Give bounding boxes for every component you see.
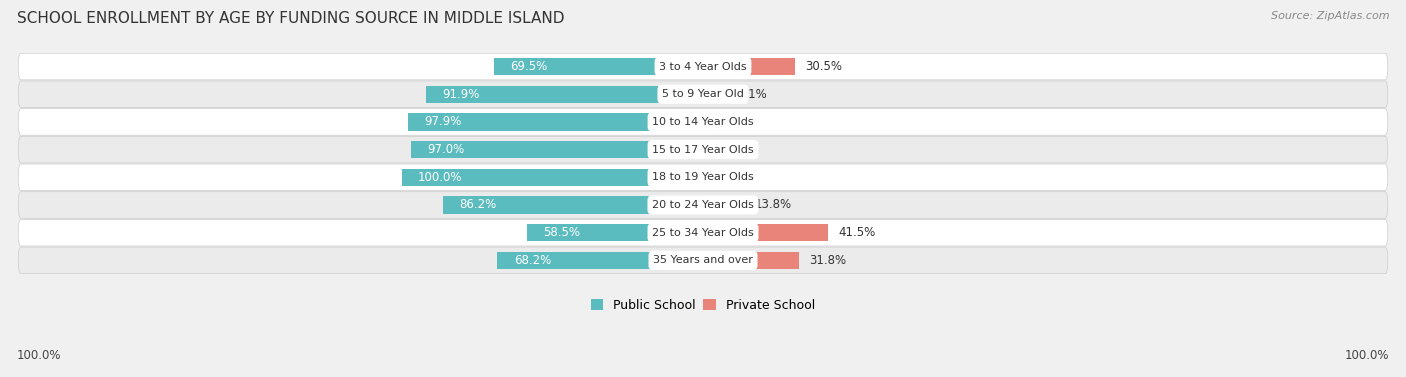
Text: 20 to 24 Year Olds: 20 to 24 Year Olds	[652, 200, 754, 210]
Text: 18 to 19 Year Olds: 18 to 19 Year Olds	[652, 172, 754, 182]
Bar	[527, 224, 703, 241]
Text: 97.0%: 97.0%	[427, 143, 464, 156]
Text: 0.0%: 0.0%	[713, 171, 742, 184]
Bar	[703, 141, 711, 158]
Text: 35 Years and over: 35 Years and over	[652, 255, 754, 265]
Text: 86.2%: 86.2%	[460, 199, 496, 211]
Text: 25 to 34 Year Olds: 25 to 34 Year Olds	[652, 228, 754, 238]
Bar	[703, 196, 745, 214]
Text: 41.5%: 41.5%	[838, 226, 875, 239]
FancyBboxPatch shape	[18, 136, 1388, 163]
Text: 30.5%: 30.5%	[804, 60, 842, 73]
Text: 31.8%: 31.8%	[808, 254, 846, 267]
Bar	[498, 252, 703, 269]
Bar	[426, 86, 703, 103]
Bar	[703, 113, 710, 130]
Bar	[411, 141, 703, 158]
Text: 97.9%: 97.9%	[425, 115, 461, 129]
FancyBboxPatch shape	[18, 164, 1388, 191]
Bar	[494, 58, 703, 75]
Text: 69.5%: 69.5%	[510, 60, 547, 73]
Bar	[443, 196, 703, 214]
Text: SCHOOL ENROLLMENT BY AGE BY FUNDING SOURCE IN MIDDLE ISLAND: SCHOOL ENROLLMENT BY AGE BY FUNDING SOUR…	[17, 11, 564, 26]
Bar	[703, 252, 799, 269]
Bar	[703, 58, 794, 75]
Bar	[703, 86, 727, 103]
Text: 15 to 17 Year Olds: 15 to 17 Year Olds	[652, 145, 754, 155]
Legend: Public School, Private School: Public School, Private School	[586, 294, 820, 317]
FancyBboxPatch shape	[18, 81, 1388, 107]
Text: 91.9%: 91.9%	[443, 88, 479, 101]
Bar	[408, 113, 703, 130]
Text: 3.0%: 3.0%	[721, 143, 751, 156]
Text: 100.0%: 100.0%	[17, 349, 62, 362]
Text: 68.2%: 68.2%	[513, 254, 551, 267]
Text: 5 to 9 Year Old: 5 to 9 Year Old	[662, 89, 744, 99]
FancyBboxPatch shape	[18, 219, 1388, 246]
Text: 13.8%: 13.8%	[755, 199, 792, 211]
Text: 100.0%: 100.0%	[1344, 349, 1389, 362]
FancyBboxPatch shape	[18, 192, 1388, 218]
Text: 8.1%: 8.1%	[737, 88, 768, 101]
FancyBboxPatch shape	[18, 247, 1388, 274]
Text: 58.5%: 58.5%	[543, 226, 581, 239]
Text: 10 to 14 Year Olds: 10 to 14 Year Olds	[652, 117, 754, 127]
Bar	[402, 169, 703, 186]
Bar	[703, 224, 828, 241]
Text: 2.1%: 2.1%	[718, 115, 749, 129]
Text: 100.0%: 100.0%	[418, 171, 463, 184]
FancyBboxPatch shape	[18, 109, 1388, 135]
FancyBboxPatch shape	[18, 53, 1388, 80]
Text: 3 to 4 Year Olds: 3 to 4 Year Olds	[659, 61, 747, 72]
Text: Source: ZipAtlas.com: Source: ZipAtlas.com	[1271, 11, 1389, 21]
